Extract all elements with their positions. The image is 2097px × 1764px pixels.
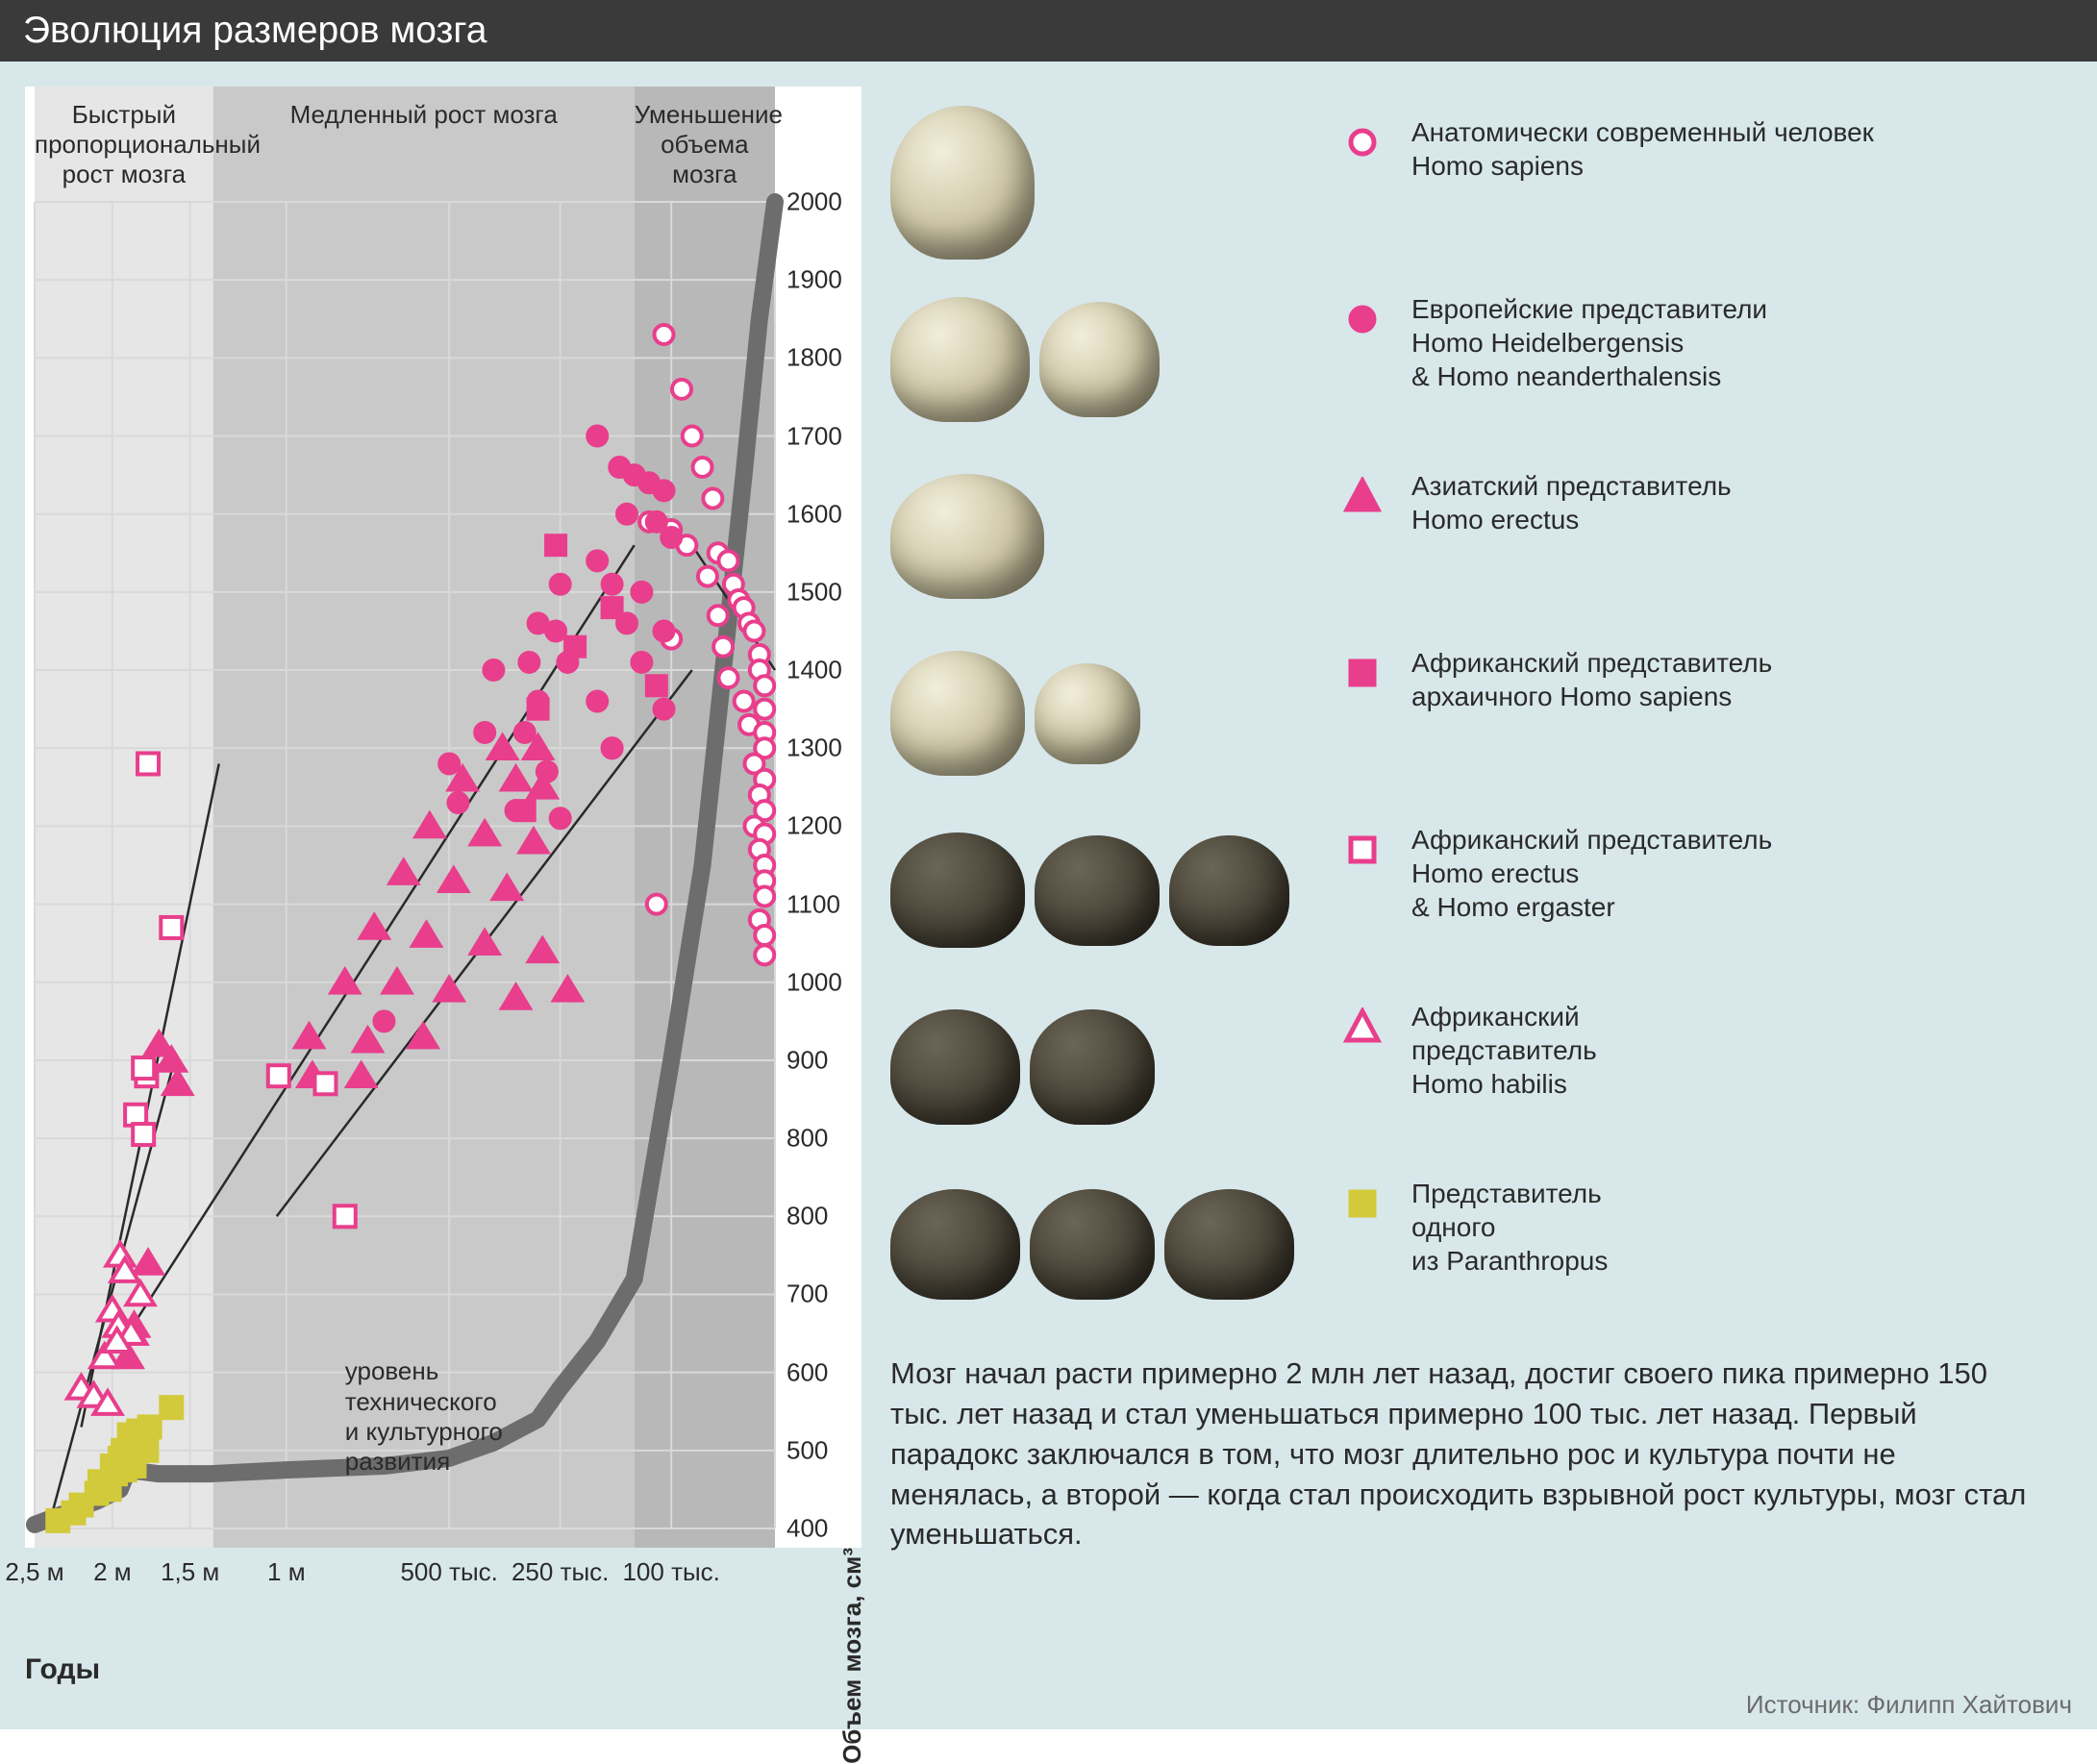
region-label: Уменьшение объема мозга xyxy=(635,100,775,190)
legend-marker-icon xyxy=(1340,1000,1385,1046)
legend-label: Европейские представителиHomo Heidelberg… xyxy=(1411,292,1767,393)
skull-icon xyxy=(890,469,1313,604)
x-tick-label: 1 м xyxy=(267,1557,306,1587)
y-tick-label: 2000 xyxy=(786,187,842,217)
y-tick-label: 400 xyxy=(786,1514,828,1544)
y-tick-label: 600 xyxy=(786,1357,828,1387)
skull-icon xyxy=(890,1000,1313,1134)
culture-curve-label: уровеньтехническогои культурногоразвития xyxy=(345,1356,503,1477)
infographic-root: Эволюция размеров мозга Быстрый пропорци… xyxy=(0,0,2097,1754)
y-tick-label: 800 xyxy=(786,1124,828,1154)
legend-row: АфриканскийпредставительHomo habilis xyxy=(890,1000,2072,1134)
y-tick-label: 1000 xyxy=(786,967,842,997)
x-tick-label: 500 тыс. xyxy=(400,1557,497,1587)
plot-svg xyxy=(25,87,861,1548)
legend-marker-icon xyxy=(1340,646,1385,692)
y-tick-label: 800 xyxy=(786,1202,828,1231)
chart-column: Быстрый пропорциональный рост мозгаМедле… xyxy=(25,87,861,1720)
skull-icon xyxy=(890,823,1313,957)
y-tick-label: 1700 xyxy=(786,421,842,451)
y-tick-label: 1500 xyxy=(786,577,842,607)
legend-label: Африканский представительархаичного Homo… xyxy=(1411,646,1772,713)
x-tick-label: 100 тыс. xyxy=(622,1557,719,1587)
legend-label: Африканский представительHomo erectus& H… xyxy=(1411,823,1772,924)
legend-row: Анатомически современный человекHomo sap… xyxy=(890,115,2072,250)
y-tick-label: 1600 xyxy=(786,499,842,529)
legend-row: Европейские представителиHomo Heidelberg… xyxy=(890,292,2072,427)
legend: Анатомически современный человекHomo sap… xyxy=(890,115,2072,1311)
caption-text: Мозг начал расти примерно 2 млн лет наза… xyxy=(890,1354,2044,1554)
skull-icon xyxy=(890,1177,1313,1311)
x-axis-title: Годы xyxy=(25,1653,861,1686)
legend-column: Анатомически современный человекHomo sap… xyxy=(890,87,2072,1720)
y-tick-label: 1100 xyxy=(786,889,840,919)
title-bar: Эволюция размеров мозга xyxy=(0,0,2097,62)
legend-label: Представительодногоиз Paranthropus xyxy=(1411,1177,1608,1278)
y-tick-label: 1400 xyxy=(786,656,842,685)
y-tick-label: 1300 xyxy=(786,733,842,763)
legend-marker-icon xyxy=(1340,292,1385,338)
legend-label: Анатомически современный человекHomo sap… xyxy=(1411,115,1874,183)
legend-marker-icon xyxy=(1340,469,1385,515)
y-tick-label: 900 xyxy=(786,1045,828,1075)
scatter-plot: Быстрый пропорциональный рост мозгаМедле… xyxy=(25,87,861,1548)
skull-icon xyxy=(890,292,1313,427)
legend-row: Азиатский представительHomo erectus xyxy=(890,469,2072,604)
legend-row: Африканский представительархаичного Homo… xyxy=(890,646,2072,781)
x-tick-label: 2,5 м xyxy=(5,1557,63,1587)
y-tick-label: 500 xyxy=(786,1435,828,1465)
y-tick-label: 1800 xyxy=(786,343,842,373)
content-area: Быстрый пропорциональный рост мозгаМедле… xyxy=(0,62,2097,1729)
legend-marker-icon xyxy=(1340,1177,1385,1223)
legend-marker-icon xyxy=(1340,823,1385,869)
x-tick-label: 250 тыс. xyxy=(512,1557,609,1587)
region-label: Медленный рост мозга xyxy=(213,100,635,130)
y-tick-label: 1900 xyxy=(786,265,842,295)
legend-row: Представительодногоиз Paranthropus xyxy=(890,1177,2072,1311)
legend-label: Азиатский представительHomo erectus xyxy=(1411,469,1732,536)
legend-label: АфриканскийпредставительHomo habilis xyxy=(1411,1000,1597,1101)
legend-row: Африканский представительHomo erectus& H… xyxy=(890,823,2072,957)
x-tick-label: 2 м xyxy=(93,1557,132,1587)
legend-marker-icon xyxy=(1340,115,1385,161)
y-tick-label: 700 xyxy=(786,1280,828,1309)
region-label: Быстрый пропорциональный рост мозга xyxy=(35,100,213,190)
skull-icon xyxy=(890,646,1313,781)
x-tick-label: 1,5 м xyxy=(161,1557,219,1587)
skull-icon xyxy=(890,115,1313,250)
source-credit: Источник: Филипп Хайтович xyxy=(1746,1690,2072,1720)
y-tick-label: 1200 xyxy=(786,811,842,841)
page-title: Эволюция размеров мозга xyxy=(23,10,487,51)
